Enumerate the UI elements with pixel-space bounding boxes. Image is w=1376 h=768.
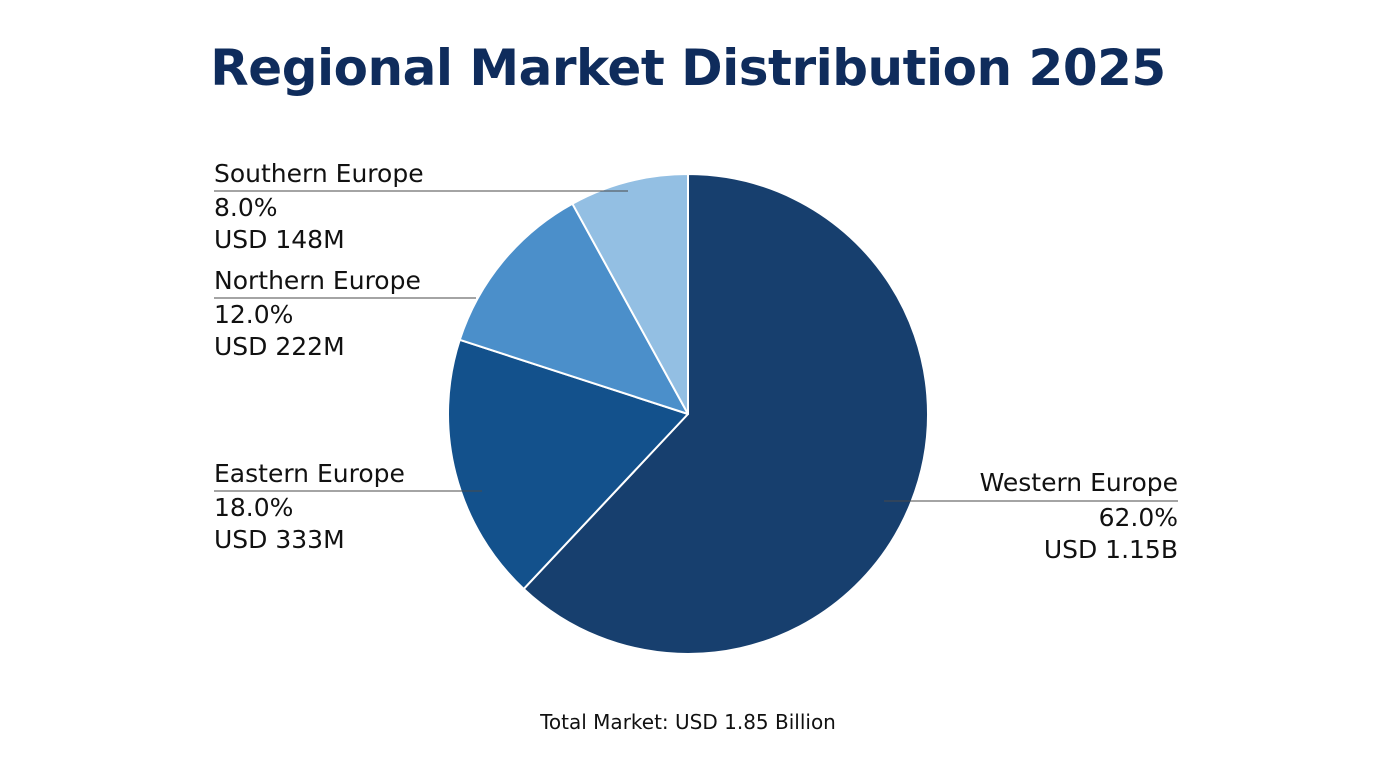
pie-slice-northern-europe — [458, 202, 689, 415]
slice-label-percent-eastern-europe: 18.0% — [214, 493, 293, 522]
slice-label-percent-northern-europe: 12.0% — [214, 300, 293, 329]
chart-title: Regional Market Distribution 2025 — [210, 39, 1166, 97]
slice-label-percent-southern-europe: 8.0% — [214, 193, 278, 222]
slice-label-percent-western-europe: 62.0% — [1099, 503, 1178, 532]
leader-lines-layer — [214, 190, 1178, 502]
slice-label-name-northern-europe: Northern Europe — [214, 266, 421, 295]
slice-label-amount-western-europe: USD 1.15B — [1044, 535, 1178, 564]
slice-label-name-western-europe: Western Europe — [980, 468, 1178, 497]
slice-label-amount-northern-europe: USD 222M — [214, 332, 345, 361]
slice-label-amount-eastern-europe: USD 333M — [214, 525, 345, 554]
labels-layer: Western Europe 62.0% USD 1.15B Eastern Euro… — [214, 159, 1178, 564]
total-market-note: Total Market: USD 1.85 Billion — [540, 710, 836, 734]
slice-label-name-eastern-europe: Eastern Europe — [214, 459, 405, 488]
slice-label-amount-southern-europe: USD 148M — [214, 225, 345, 254]
pie-slice-southern-europe — [571, 173, 689, 415]
pie-slice-western-europe — [522, 173, 929, 655]
pie-slice-eastern-europe — [447, 338, 689, 590]
slices-layer — [447, 173, 929, 655]
slice-label-name-southern-europe: Southern Europe — [214, 159, 424, 188]
